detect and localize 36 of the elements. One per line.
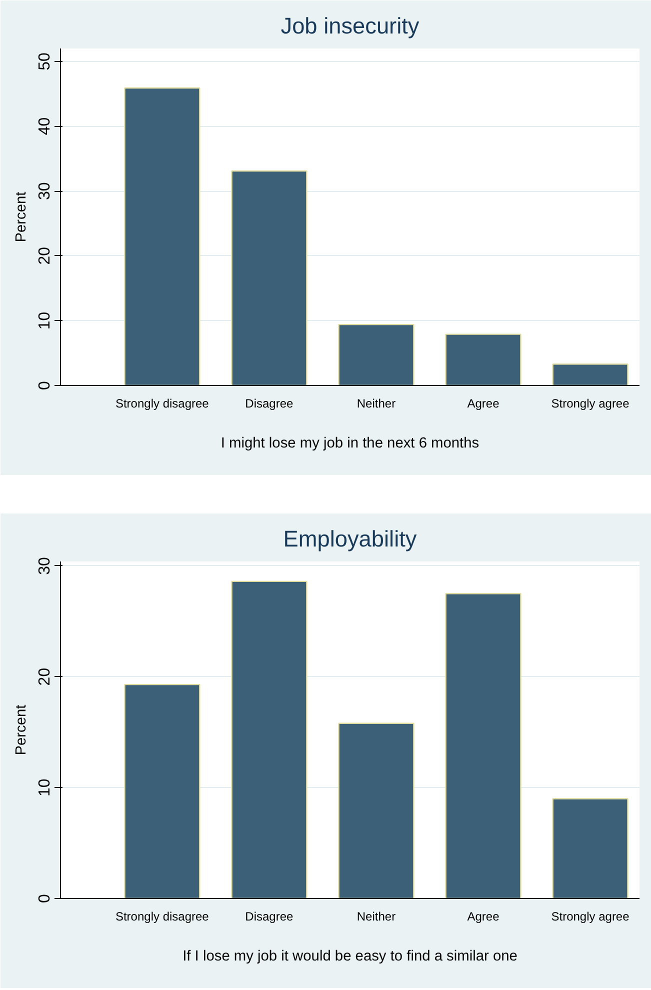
x-axis-title: If I lose my job it would be easy to find a similar one: [182, 948, 518, 964]
x-tick-label: Strongly disagree: [115, 396, 210, 410]
y-tick-label: 0: [36, 380, 54, 390]
x-axis-title: I might lose my job in the next 6 months: [220, 436, 480, 452]
y-tick-label: 50: [36, 52, 54, 70]
y-tick-label: 20: [36, 668, 54, 686]
y-axis-title: Percent: [14, 704, 30, 756]
x-tick-label: Disagree: [245, 910, 294, 924]
chart-title: Job insecurity: [280, 12, 420, 38]
y-tick-label: 20: [36, 246, 54, 265]
bar: [124, 87, 200, 386]
bar: [445, 593, 522, 898]
x-tick-label: Agree: [467, 910, 500, 924]
bar: [124, 684, 200, 898]
x-tick-label: Strongly agree: [551, 396, 630, 410]
bar: [231, 170, 308, 386]
y-tick-label: 40: [36, 117, 54, 136]
y-tick-label: 0: [36, 894, 54, 903]
y-tick-label: 30: [36, 556, 54, 575]
x-tick-label: Strongly agree: [551, 910, 630, 924]
bar: [338, 324, 414, 386]
bar: [552, 798, 628, 898]
bar: [445, 334, 522, 386]
x-tick-label: Strongly disagree: [115, 910, 210, 924]
y-tick-label: 10: [36, 778, 54, 797]
y-tick-label: 10: [36, 312, 54, 330]
x-tick-label: Neither: [356, 396, 396, 410]
y-axis-title: Percent: [14, 192, 30, 242]
x-tick-label: Disagree: [245, 396, 294, 410]
x-tick-label: Neither: [356, 910, 396, 924]
bar: [338, 722, 414, 898]
chart-title: Employability: [283, 526, 418, 552]
bar: [231, 580, 308, 898]
bar: [552, 364, 628, 386]
y-tick-label: 30: [36, 182, 54, 200]
x-tick-label: Agree: [467, 396, 500, 410]
